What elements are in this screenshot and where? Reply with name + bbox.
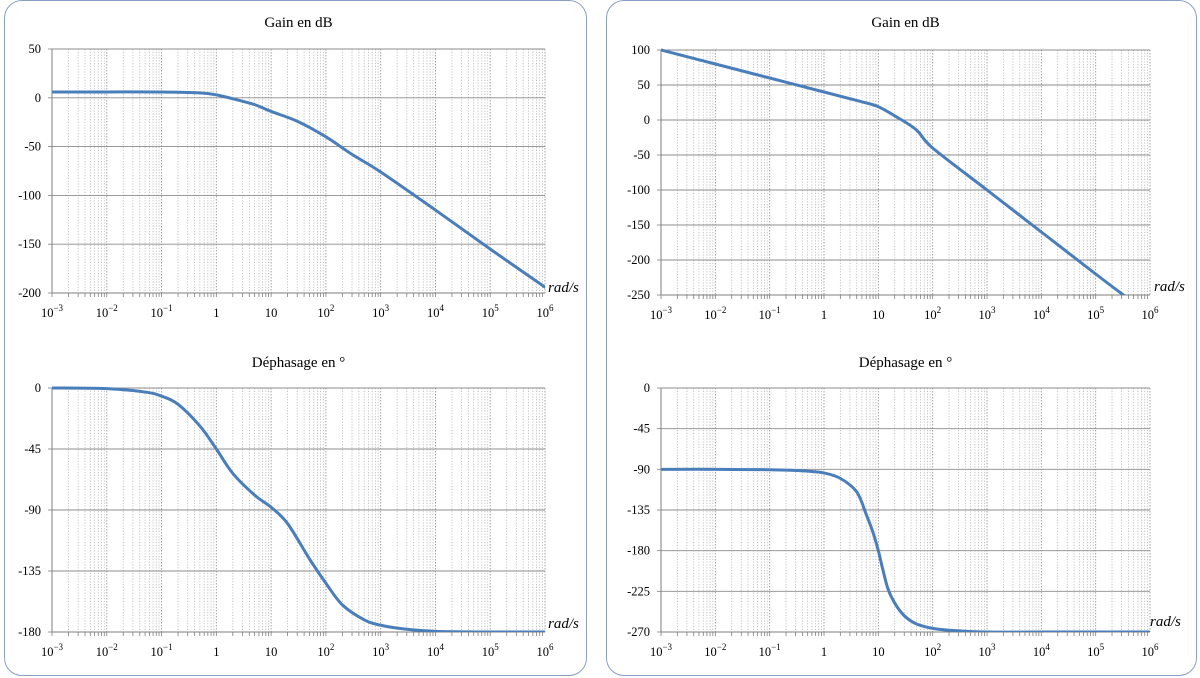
x-tick-label: 10−1 [759,305,781,322]
y-tick-label: -200 [627,253,650,267]
y-tick-label: 0 [35,91,41,105]
x-tick-label: 102 [924,305,941,322]
x-tick-label: 103 [372,642,390,659]
y-tick-label: -135 [627,503,650,517]
x-tick-label: 10−2 [96,642,118,659]
x-tick-label: 10 [265,645,278,659]
x-tick-label: 10 [872,645,885,659]
chart-title: Déphasage en ° [252,355,345,371]
y-tick-label: -180 [627,544,650,558]
x-tick-label: 106 [537,642,555,659]
chart-title: Gain en dB [871,15,939,31]
y-tick-label: -150 [627,218,650,232]
x-tick-label: 106 [1142,305,1160,322]
x-tick-label: 104 [427,642,445,659]
y-tick-label: -180 [18,625,41,639]
x-tick-label: 10−3 [650,305,673,322]
x-tick-label: 10−2 [704,305,726,322]
x-tick-label: 1 [821,645,827,659]
x-tick-label: 10−1 [759,642,781,659]
x-tick-label: 10−1 [151,642,173,659]
y-tick-label: -135 [18,564,41,578]
y-tick-label: -225 [627,584,650,598]
x-tick-label: 103 [372,303,390,320]
x-unit-label: rad/s [1154,279,1185,295]
x-unit-label: rad/s [548,616,579,632]
x-tick-label: 102 [924,642,941,659]
x-tick-label: 10−2 [704,642,726,659]
right-panel [606,0,1197,676]
x-tick-label: 1 [213,306,219,320]
y-tick-label: -270 [627,625,650,639]
series-line-1 [661,467,1150,632]
y-tick-label: 0 [35,381,41,395]
x-tick-label: 10 [265,306,278,320]
y-tick-label: -90 [633,462,650,476]
x-tick-label: 102 [317,642,334,659]
y-tick-label: 50 [638,78,651,92]
y-tick-label: -45 [24,442,41,456]
x-tick-label: 105 [1087,305,1105,322]
series-line-1 [52,90,545,289]
x-tick-label: 105 [482,303,500,320]
chart-title: Déphasage en ° [859,355,952,371]
series-line-1 [661,48,1126,295]
y-tick-label: -90 [24,503,41,517]
y-tick-label: -50 [24,140,41,154]
x-tick-label: 106 [537,303,555,320]
y-tick-label: -50 [633,148,650,162]
x-tick-label: 10−3 [650,642,673,659]
x-tick-label: 103 [979,305,997,322]
x-tick-label: 103 [979,642,997,659]
y-tick-label: -100 [627,183,650,197]
x-tick-label: 10−2 [96,303,118,320]
x-tick-label: 104 [1033,642,1051,659]
y-tick-label: 100 [631,43,650,57]
chart-title: Gain en dB [264,15,332,31]
x-tick-label: 104 [1033,305,1051,322]
x-tick-label: 106 [1142,642,1160,659]
x-unit-label: rad/s [1150,614,1181,630]
x-tick-label: 104 [427,303,445,320]
y-tick-label: -150 [18,237,41,251]
x-tick-label: 1 [821,308,827,322]
x-tick-label: 10 [872,308,885,322]
y-tick-label: 0 [644,113,650,127]
x-tick-label: 10−3 [41,303,64,320]
x-unit-label: rad/s [548,280,579,296]
y-tick-label: 50 [29,42,42,56]
x-tick-label: 102 [317,303,334,320]
x-tick-label: 105 [482,642,500,659]
x-tick-label: 105 [1087,642,1105,659]
y-tick-label: -250 [627,288,650,302]
y-tick-label: -45 [633,422,650,436]
x-tick-label: 10−3 [41,642,64,659]
series-line-1 [52,386,545,632]
y-tick-label: 0 [644,381,650,395]
x-tick-label: 10−1 [151,303,173,320]
y-tick-label: -100 [18,188,41,202]
y-tick-label: -200 [18,286,41,300]
x-tick-label: 1 [213,645,219,659]
